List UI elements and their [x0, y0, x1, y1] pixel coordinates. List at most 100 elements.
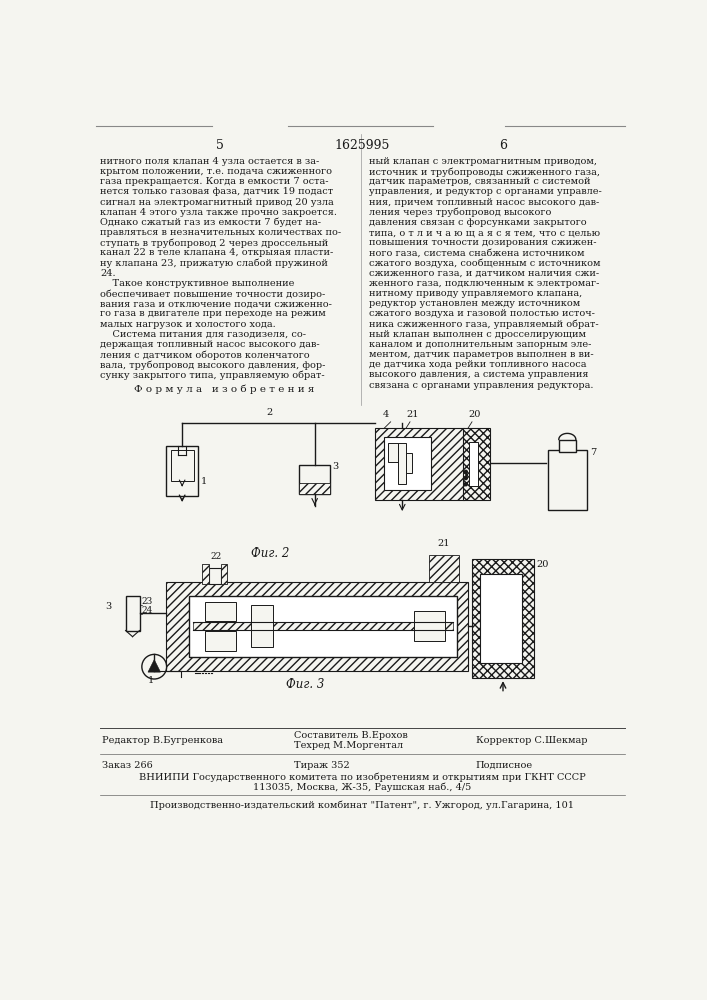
Text: 5: 5 — [216, 139, 224, 152]
Bar — [189, 596, 457, 657]
Text: 22: 22 — [210, 552, 221, 561]
Text: 1: 1 — [148, 676, 154, 685]
Text: ВНИИПИ Государственного комитета по изобретениям и открытиям при ГКНТ СССР: ВНИИПИ Государственного комитета по изоб… — [139, 772, 585, 782]
Text: вала, трубопровод высокого давления, фор-: вала, трубопровод высокого давления, фор… — [100, 360, 325, 370]
Text: ну клапана 23, прижатую слабой пружиной: ну клапана 23, прижатую слабой пружиной — [100, 259, 328, 268]
Bar — [406, 453, 412, 473]
Text: управления, и редуктор с органами управле-: управления, и редуктор с органами управл… — [369, 187, 602, 196]
Bar — [221, 564, 227, 584]
Bar — [375, 428, 464, 500]
Text: сжиженного газа, и датчиком наличия сжи-: сжиженного газа, и датчиком наличия сжи- — [369, 269, 599, 278]
Text: Корректор С.Шекмар: Корректор С.Шекмар — [476, 736, 588, 745]
Bar — [472, 559, 534, 678]
Text: Подписное: Подписное — [476, 761, 533, 770]
Text: Фиг. 2: Фиг. 2 — [251, 547, 290, 560]
Text: 24: 24 — [142, 606, 153, 615]
Text: 113035, Москва, Ж-35, Раушская наб., 4/5: 113035, Москва, Ж-35, Раушская наб., 4/5 — [253, 782, 471, 792]
Text: Производственно-издательский комбинат "Патент", г. Ужгород, ул.Гагарина, 101: Производственно-издательский комбинат "П… — [150, 801, 574, 810]
Text: крытом положении, т.е. подача сжиженного: крытом положении, т.е. подача сжиженного — [100, 167, 332, 176]
Text: сжатого воздуха, сообщенным с источником: сжатого воздуха, сообщенным с источником — [369, 259, 600, 268]
Bar — [387, 443, 398, 462]
Text: обеспечивает повышение точности дозиро-: обеспечивает повышение точности дозиро- — [100, 289, 325, 299]
Text: Заказ 266: Заказ 266 — [103, 761, 153, 770]
Bar — [299, 483, 330, 494]
Text: давления связан с форсунками закрытого: давления связан с форсунками закрытого — [369, 218, 587, 227]
Text: ный клапан выполнен с дросселирующим: ный клапан выполнен с дросселирующим — [369, 330, 586, 339]
Bar — [469, 442, 478, 486]
Text: Ф о р м у л а   и з о б р е т е н и я: Ф о р м у л а и з о б р е т е н и я — [134, 384, 314, 394]
Text: 7: 7 — [590, 448, 596, 457]
Bar — [414, 611, 445, 641]
Text: ника сжиженного газа, управляемый обрат-: ника сжиженного газа, управляемый обрат- — [369, 320, 599, 329]
Bar — [166, 582, 468, 671]
Bar — [204, 602, 235, 620]
Text: редуктор установлен между источником: редуктор установлен между источником — [369, 299, 580, 308]
Bar — [204, 631, 235, 651]
Text: де датчика хода рейки топливного насоса: де датчика хода рейки топливного насоса — [369, 360, 586, 369]
Text: 4: 4 — [383, 410, 389, 419]
Circle shape — [464, 470, 467, 473]
Text: 3: 3 — [332, 462, 339, 471]
Text: ного газа, система снабжена источником: ного газа, система снабжена источником — [369, 248, 585, 257]
Circle shape — [464, 477, 467, 480]
Text: 24.: 24. — [100, 269, 116, 278]
Text: газа прекращается. Когда в емкости 7 оста-: газа прекращается. Когда в емкости 7 ост… — [100, 177, 329, 186]
Text: Такое конструктивное выполнение: Такое конструктивное выполнение — [100, 279, 294, 288]
Text: Фиг. 3: Фиг. 3 — [286, 678, 325, 691]
Bar — [209, 568, 221, 584]
Text: ления через трубопровод высокого: ления через трубопровод высокого — [369, 208, 551, 217]
Bar — [166, 446, 199, 496]
Text: ления с датчиком оборотов коленчатого: ления с датчиком оборотов коленчатого — [100, 350, 310, 360]
Text: 21: 21 — [437, 539, 450, 548]
Text: 21: 21 — [406, 410, 419, 419]
Text: сунку закрытого типа, управляемую обрат-: сунку закрытого типа, управляемую обрат- — [100, 370, 325, 380]
Text: повышения точности дозирования сжижен-: повышения точности дозирования сжижен- — [369, 238, 597, 247]
Text: вания газа и отключение подачи сжиженно-: вания газа и отключение подачи сжиженно- — [100, 299, 332, 308]
Bar — [462, 428, 490, 500]
Text: связана с органами управления редуктора.: связана с органами управления редуктора. — [369, 381, 593, 390]
Text: женного газа, подключенным к электромаг-: женного газа, подключенным к электромаг- — [369, 279, 600, 288]
Text: Техред М.Моргентал: Техред М.Моргентал — [293, 741, 403, 750]
Text: типа, о т л и ч а ю щ а я с я тем, что с целью: типа, о т л и ч а ю щ а я с я тем, что с… — [369, 228, 600, 237]
Text: нется только газовая фаза, датчик 19 подаст: нется только газовая фаза, датчик 19 под… — [100, 187, 333, 196]
Bar — [251, 605, 273, 647]
Bar — [193, 622, 452, 630]
Text: ментом, датчик параметров выполнен в ви-: ментом, датчик параметров выполнен в ви- — [369, 350, 594, 359]
Text: 20: 20 — [468, 410, 481, 419]
Bar — [480, 574, 522, 663]
Text: 2: 2 — [267, 408, 273, 417]
Text: го газа в двигателе при переходе на режим: го газа в двигателе при переходе на режи… — [100, 309, 326, 318]
Text: ный клапан с электромагнитным приводом,: ный клапан с электромагнитным приводом, — [369, 157, 597, 166]
Text: Составитель В.Ерохов: Составитель В.Ерохов — [293, 731, 407, 740]
Bar — [385, 437, 431, 490]
Text: правляться в незначительных количествах по-: правляться в незначительных количествах … — [100, 228, 341, 237]
Text: высокого давления, а система управления: высокого давления, а система управления — [369, 370, 588, 379]
Text: ступать в трубопровод 2 через дроссельный: ступать в трубопровод 2 через дроссельны… — [100, 238, 328, 248]
Text: 23: 23 — [142, 597, 153, 606]
Text: источник и трубопроводы сжиженного газа,: источник и трубопроводы сжиженного газа, — [369, 167, 600, 177]
Text: клапан 4 этого узла также прочно закроется.: клапан 4 этого узла также прочно закроет… — [100, 208, 337, 217]
Bar — [202, 564, 209, 584]
Text: Редактор В.Бугренкова: Редактор В.Бугренкова — [103, 736, 223, 745]
Text: 1625995: 1625995 — [334, 139, 390, 152]
Text: ния, причем топливный насос высокого дав-: ния, причем топливный насос высокого дав… — [369, 198, 599, 207]
Text: малых нагрузок и холостого хода.: малых нагрузок и холостого хода. — [100, 320, 276, 329]
Text: 20: 20 — [537, 560, 549, 569]
Text: канал 22 в теле клапана 4, открыяая пласти-: канал 22 в теле клапана 4, открыяая плас… — [100, 248, 333, 257]
Bar — [429, 555, 459, 582]
Text: 3: 3 — [105, 602, 112, 611]
Text: Система питания для газодизеля, со-: Система питания для газодизеля, со- — [100, 330, 306, 339]
Text: 6: 6 — [499, 139, 507, 152]
Text: каналом и дополнительным запорным эле-: каналом и дополнительным запорным эле- — [369, 340, 591, 349]
Polygon shape — [148, 660, 160, 672]
Text: держащая топливный насос высокого дав-: держащая топливный насос высокого дав- — [100, 340, 320, 349]
Bar — [559, 440, 575, 452]
Text: Однако сжатый газ из емкости 7 будет на-: Однако сжатый газ из емкости 7 будет на- — [100, 218, 321, 227]
Text: нитного поля клапан 4 узла остается в за-: нитного поля клапан 4 узла остается в за… — [100, 157, 320, 166]
Bar — [398, 443, 406, 484]
Bar — [299, 465, 330, 494]
Bar — [126, 596, 139, 631]
Text: 1: 1 — [201, 477, 207, 486]
Text: Тираж 352: Тираж 352 — [293, 761, 349, 770]
Bar — [170, 450, 194, 481]
